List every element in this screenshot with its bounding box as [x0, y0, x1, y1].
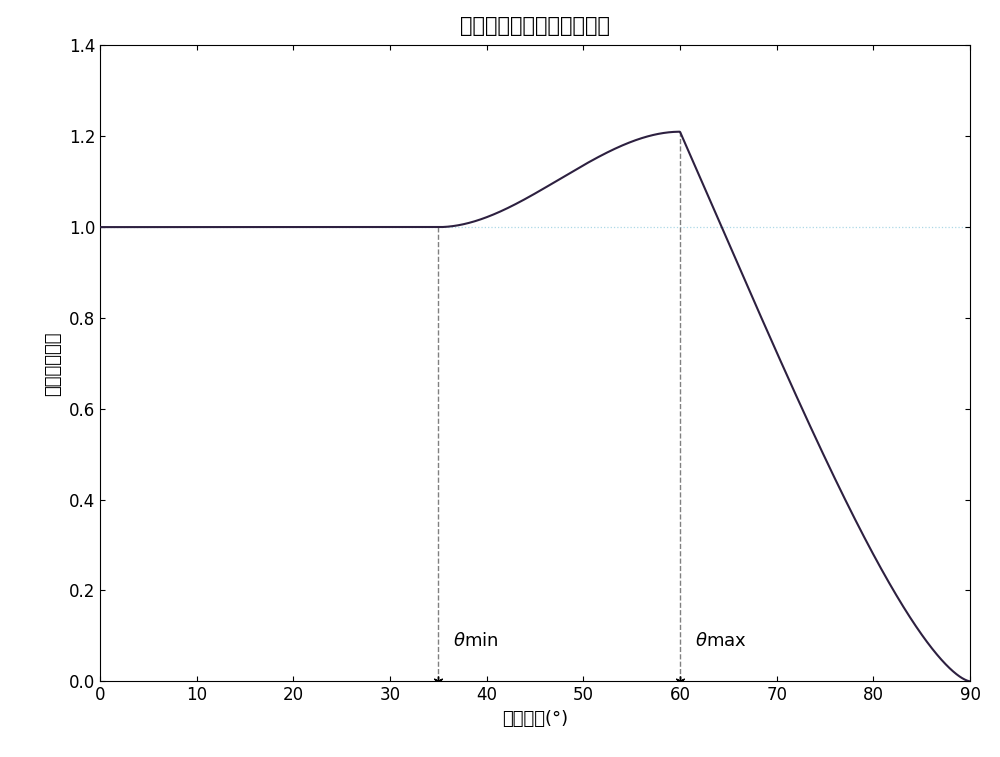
Title: 离子溅射刻蚀刻蚀产额曲线: 离子溅射刻蚀刻蚀产额曲线 [460, 16, 610, 36]
Text: $\theta$min: $\theta$min [453, 631, 498, 650]
Y-axis label: 离子刻蚀产额: 离子刻蚀产额 [44, 331, 62, 396]
X-axis label: 入射角度(°): 入射角度(°) [502, 710, 568, 727]
Text: $\theta$max: $\theta$max [695, 631, 746, 650]
